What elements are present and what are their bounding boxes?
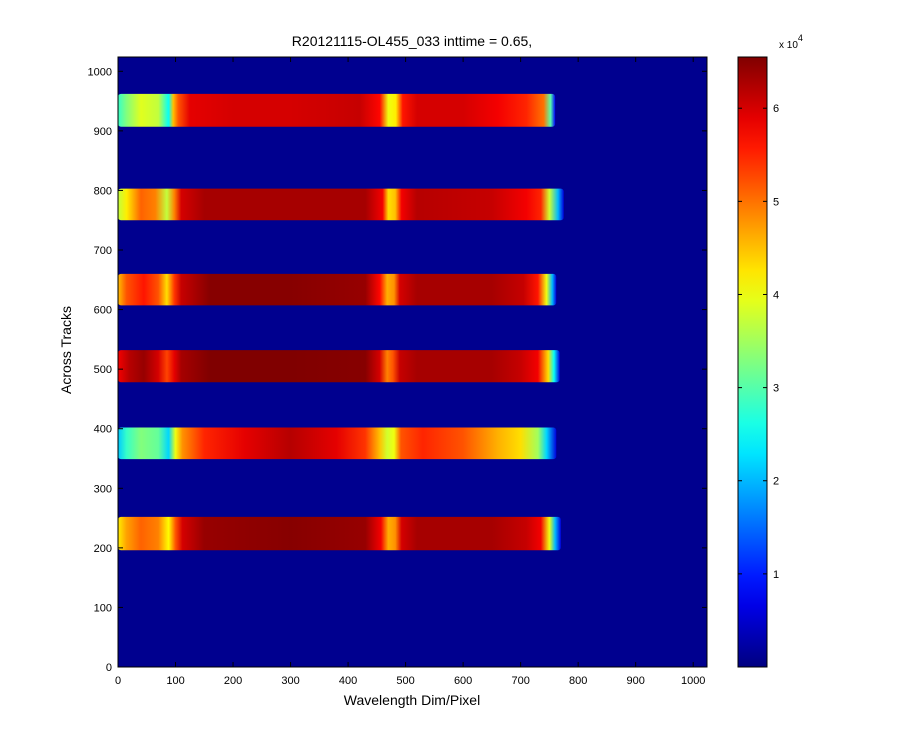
intensity-band-3 <box>118 273 557 306</box>
y-tick-label: 200 <box>94 543 112 555</box>
x-tick-label: 800 <box>569 675 587 687</box>
x-tick-label: 500 <box>396 675 414 687</box>
chart-title: R20121115-OL455_033 inttime = 0.65, <box>292 33 532 49</box>
y-axis: 0 100 200 300 400 500 600 700 800 900 1000 <box>88 66 707 674</box>
colorbar-multiplier-base: x 10 <box>779 40 798 51</box>
x-tick-label: 200 <box>224 675 242 687</box>
colorbar-multiplier: x 104 <box>779 33 803 51</box>
plot-frame <box>117 56 708 668</box>
colorbar-gradient <box>737 56 768 668</box>
plot-area <box>117 56 708 668</box>
x-tick-label: 400 <box>339 675 357 687</box>
y-tick-label: 1000 <box>88 66 112 78</box>
y-tick-label: 900 <box>94 126 112 138</box>
y-axis-label: Across Tracks <box>58 306 74 394</box>
intensity-band-2 <box>118 188 564 221</box>
intensity-band-6 <box>118 516 561 551</box>
y-tick-label: 800 <box>94 185 112 197</box>
intensity-bands <box>118 93 564 551</box>
x-tick-label: 100 <box>166 675 184 687</box>
x-tick-label: 300 <box>281 675 299 687</box>
intensity-band-5 <box>118 427 557 460</box>
colorbar-tick-label: 5 <box>773 196 779 208</box>
colorbar-ticks: 1 2 3 4 5 6 <box>738 103 779 581</box>
x-tick-label: 1000 <box>681 675 705 687</box>
colorbar-tick-label: 2 <box>773 476 779 488</box>
y-tick-label: 700 <box>94 245 112 257</box>
y-tick-label: 100 <box>94 602 112 614</box>
intensity-band-1 <box>118 93 556 127</box>
colorbar-tick-label: 1 <box>773 569 779 581</box>
y-tick-label: 600 <box>94 305 112 317</box>
colorbar-tick-label: 3 <box>773 383 779 395</box>
x-axis-label: Wavelength Dim/Pixel <box>344 692 480 708</box>
y-tick-label: 300 <box>94 483 112 495</box>
colorbar-tick-label: 4 <box>773 289 779 301</box>
colorbar-multiplier-exponent: 4 <box>798 33 803 43</box>
y-tick-label: 0 <box>106 662 112 674</box>
y-tick-label: 500 <box>94 364 112 376</box>
x-tick-label: 600 <box>454 675 472 687</box>
colorbar-tick-label: 6 <box>773 103 779 115</box>
y-tick-label: 400 <box>94 424 112 436</box>
x-tick-label: 900 <box>626 675 644 687</box>
x-tick-label: 0 <box>115 675 121 687</box>
intensity-band-4 <box>118 350 560 383</box>
x-tick-label: 700 <box>511 675 529 687</box>
x-axis: 0 100 200 300 400 500 600 700 800 900 1000 <box>115 57 705 687</box>
